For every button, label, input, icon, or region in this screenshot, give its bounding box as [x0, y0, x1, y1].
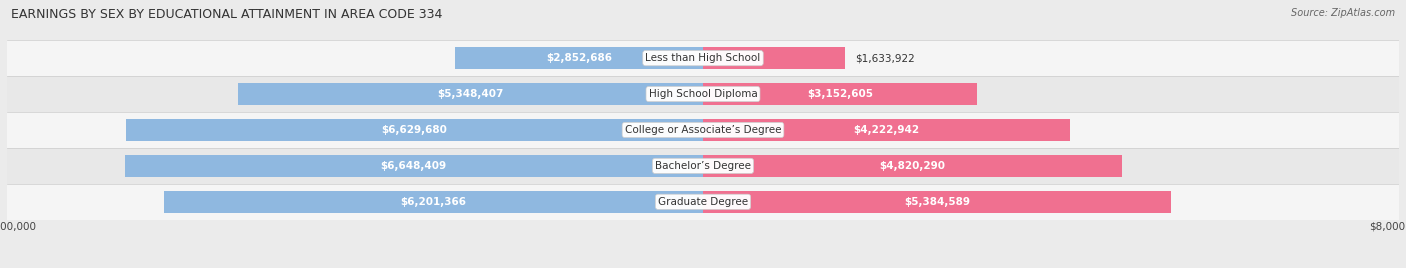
Text: High School Diploma: High School Diploma — [648, 89, 758, 99]
Bar — [7, 112, 1399, 148]
Text: $4,820,290: $4,820,290 — [880, 161, 946, 171]
Bar — [703, 119, 1070, 141]
Text: $5,384,589: $5,384,589 — [904, 197, 970, 207]
Text: $6,629,680: $6,629,680 — [381, 125, 447, 135]
Bar — [703, 47, 845, 69]
Text: $3,152,605: $3,152,605 — [807, 89, 873, 99]
Text: $1,633,922: $1,633,922 — [856, 53, 915, 63]
Text: $4,222,942: $4,222,942 — [853, 125, 920, 135]
Text: Source: ZipAtlas.com: Source: ZipAtlas.com — [1291, 8, 1395, 18]
Bar — [7, 148, 1399, 184]
Text: $2,852,686: $2,852,686 — [546, 53, 612, 63]
Bar — [125, 155, 703, 177]
Text: College or Associate’s Degree: College or Associate’s Degree — [624, 125, 782, 135]
Bar — [7, 76, 1399, 112]
Text: Less than High School: Less than High School — [645, 53, 761, 63]
Bar — [127, 119, 703, 141]
Text: $5,348,407: $5,348,407 — [437, 89, 503, 99]
Text: Bachelor’s Degree: Bachelor’s Degree — [655, 161, 751, 171]
Bar — [703, 155, 1122, 177]
Bar — [703, 191, 1171, 213]
Bar — [454, 47, 703, 69]
Bar — [7, 184, 1399, 220]
Bar — [163, 191, 703, 213]
Text: $6,648,409: $6,648,409 — [381, 161, 447, 171]
Text: $6,201,366: $6,201,366 — [401, 197, 467, 207]
Text: Graduate Degree: Graduate Degree — [658, 197, 748, 207]
Text: EARNINGS BY SEX BY EDUCATIONAL ATTAINMENT IN AREA CODE 334: EARNINGS BY SEX BY EDUCATIONAL ATTAINMEN… — [11, 8, 443, 21]
Bar — [703, 83, 977, 105]
Bar — [238, 83, 703, 105]
Bar — [7, 40, 1399, 76]
